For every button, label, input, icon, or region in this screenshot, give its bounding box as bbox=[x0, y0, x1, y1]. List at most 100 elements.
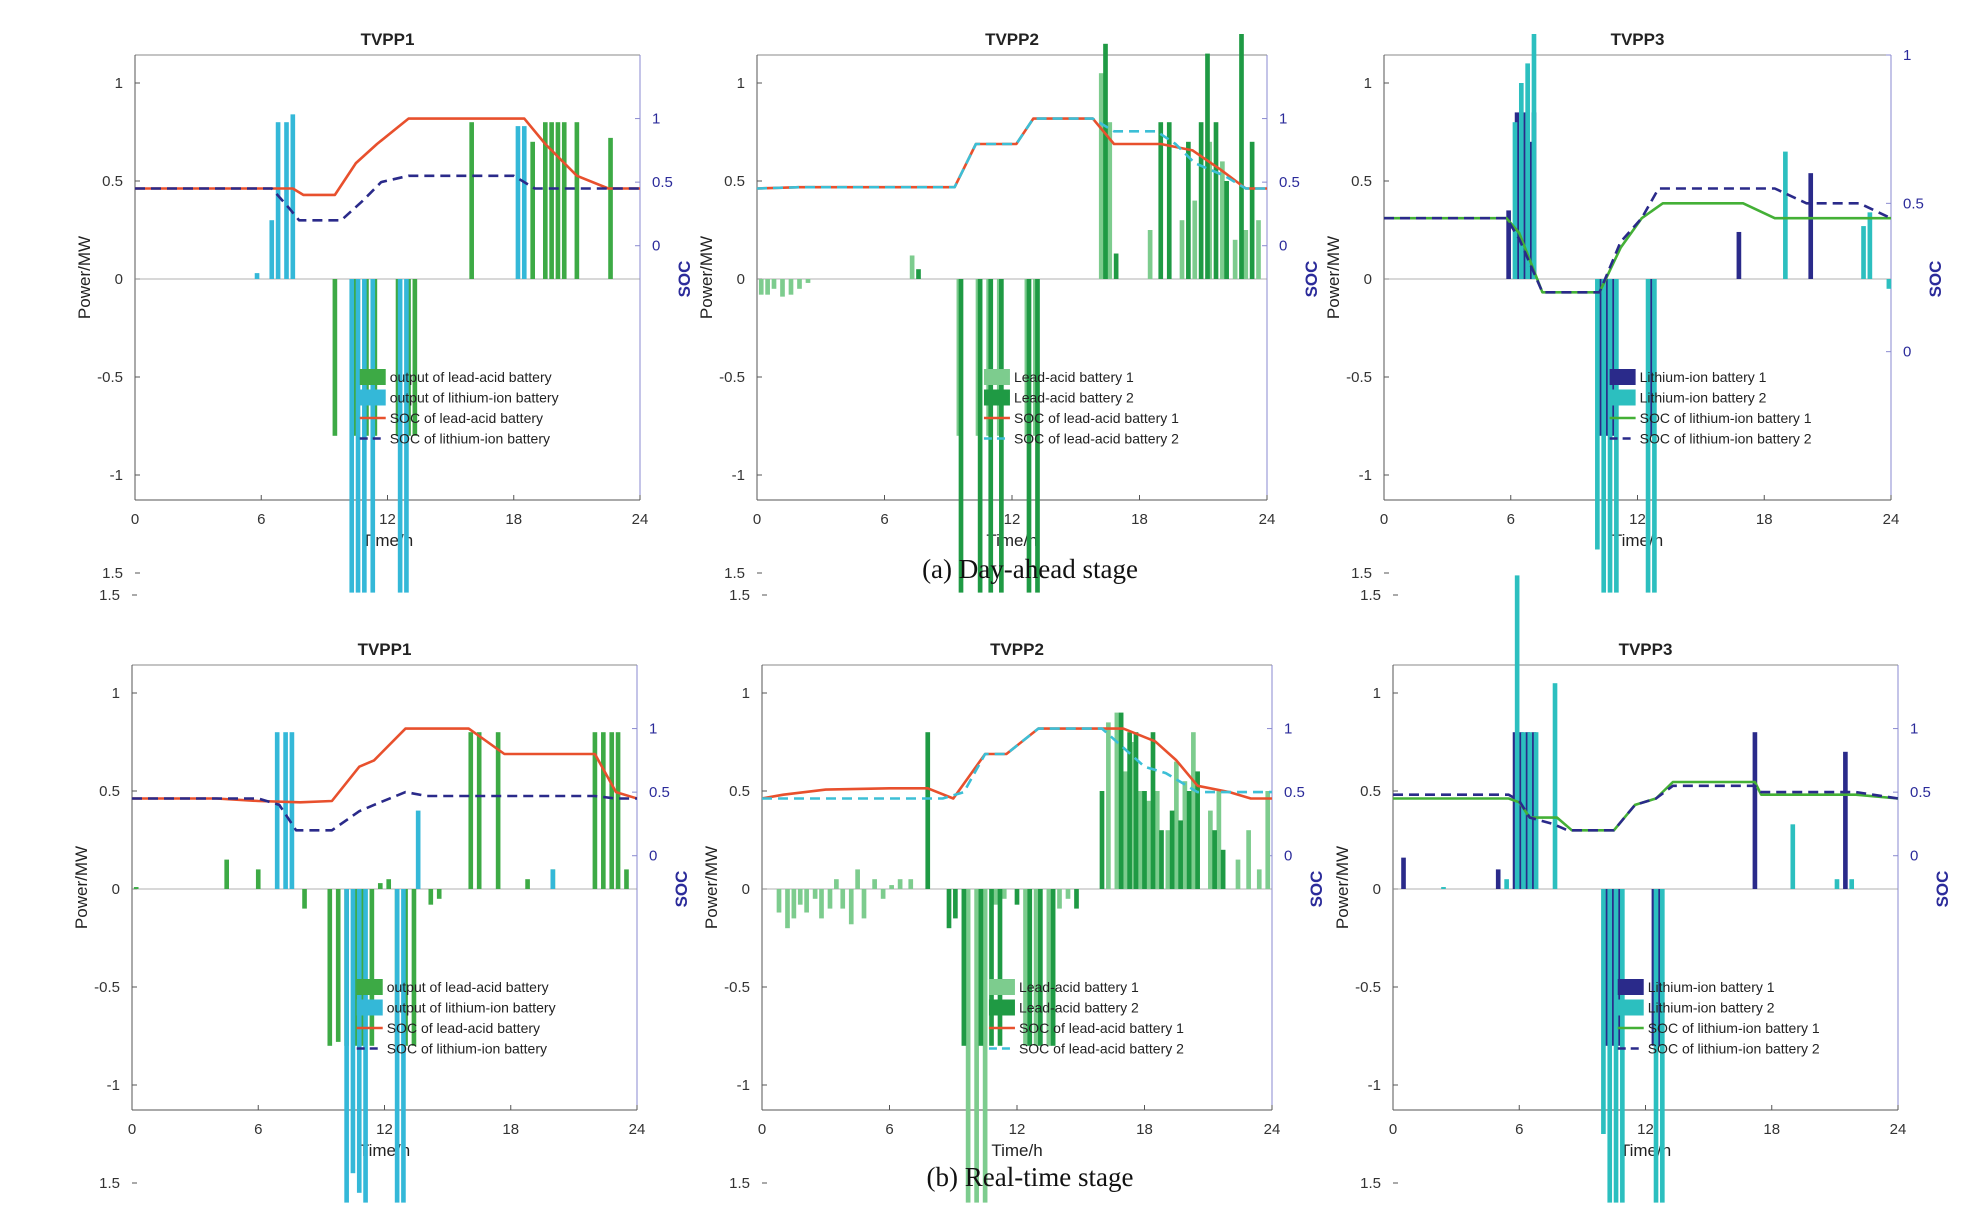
legend-label-2: SOC of lead-acid battery 1 bbox=[1019, 1020, 1184, 1036]
bar-0-41 bbox=[1235, 859, 1241, 889]
bar-1-1 bbox=[946, 889, 952, 929]
legend-swatch-0 bbox=[356, 979, 383, 995]
chart-title: TVPP3 bbox=[1611, 30, 1665, 49]
bar-1-3 bbox=[1531, 34, 1537, 279]
y-tick-label: 1.5 bbox=[99, 587, 120, 604]
bar-0-23 bbox=[601, 732, 606, 889]
bar-1-10 bbox=[1783, 151, 1788, 279]
bar-0-4 bbox=[788, 279, 794, 295]
y-tick-label: 0.5 bbox=[724, 173, 745, 190]
legend-label-3: SOC of lithium-ion battery 2 bbox=[1648, 1041, 1820, 1057]
bar-0-3 bbox=[302, 889, 307, 909]
soc-axis-label: SOC bbox=[1933, 871, 1952, 908]
legend-swatch-1 bbox=[356, 999, 383, 1016]
bar-0-2 bbox=[791, 889, 797, 919]
chart-title: TVPP3 bbox=[1619, 640, 1673, 659]
bar-0-22 bbox=[1001, 889, 1007, 899]
bar-0-7 bbox=[909, 255, 915, 279]
bar-1-10 bbox=[550, 869, 556, 889]
y-tick-label: -0.5 bbox=[1346, 369, 1372, 386]
bar-1-0 bbox=[925, 732, 931, 889]
bar-0-2 bbox=[771, 279, 777, 289]
bar-1-11 bbox=[1074, 889, 1079, 909]
bar-0-37 bbox=[1182, 781, 1188, 889]
bar-0-25 bbox=[615, 732, 621, 889]
bar-0-32 bbox=[1137, 791, 1143, 889]
bar-0-18 bbox=[476, 732, 482, 889]
y-tick-label: 0.5 bbox=[1360, 783, 1381, 800]
bar-1-7 bbox=[362, 279, 367, 593]
y-tick-label: 0.5 bbox=[99, 783, 120, 800]
legend-swatch-0 bbox=[359, 369, 386, 385]
y-tick-label: 0 bbox=[1364, 271, 1372, 288]
x-tick-label: 6 bbox=[254, 1121, 262, 1138]
x-tick-label: 0 bbox=[1389, 1121, 1397, 1138]
x-tick-label: 12 bbox=[1637, 1121, 1654, 1138]
legend-label-3: SOC of lead-acid battery 2 bbox=[1014, 431, 1179, 447]
bar-1-17 bbox=[1249, 141, 1255, 279]
bar-0-12 bbox=[561, 122, 567, 279]
bar-1-0 bbox=[1441, 887, 1446, 889]
bar-1-4 bbox=[350, 889, 356, 1174]
bar-1-3 bbox=[988, 279, 994, 593]
bar-0-44 bbox=[1265, 791, 1271, 889]
legend-label-1: Lithium-ion battery 2 bbox=[1648, 1000, 1775, 1016]
legend-label-1: Lead-acid battery 2 bbox=[1014, 390, 1134, 406]
soc-line-3 bbox=[132, 790, 637, 832]
y-tick-label: 0 bbox=[115, 271, 123, 288]
bar-0-14 bbox=[411, 889, 417, 1046]
bar-0-35 bbox=[1165, 830, 1171, 889]
y2-tick-label: 1 bbox=[1279, 111, 1287, 128]
bar-0-39 bbox=[1208, 810, 1213, 889]
bar-1-7 bbox=[394, 889, 400, 1203]
soc-line-2 bbox=[132, 727, 638, 804]
y-tick-label: -1 bbox=[1368, 1077, 1381, 1094]
y-tick-label: -0.5 bbox=[1355, 979, 1381, 996]
soc-line-3 bbox=[135, 174, 640, 222]
bar-0-20 bbox=[982, 889, 988, 1203]
x-tick-label: 0 bbox=[1380, 511, 1388, 528]
bar-0-0 bbox=[776, 889, 782, 913]
bar-0-4 bbox=[327, 889, 333, 1046]
bar-1-8 bbox=[1607, 889, 1613, 1203]
bar-0-17 bbox=[908, 879, 914, 889]
y-tick-label: 0.5 bbox=[102, 173, 123, 190]
bar-0-36 bbox=[1174, 761, 1179, 889]
bar-1-18 bbox=[1159, 830, 1164, 889]
y2-tick-label: 0 bbox=[1903, 344, 1911, 361]
bar-0-26 bbox=[624, 869, 629, 889]
bar-1-6 bbox=[363, 889, 368, 1203]
bar-0-9 bbox=[1736, 231, 1742, 279]
x-tick-label: 12 bbox=[376, 1121, 393, 1138]
x-tick-label: 24 bbox=[1259, 511, 1276, 528]
y-axis-label: Power/MW bbox=[1333, 846, 1352, 929]
bar-1-2 bbox=[1525, 63, 1530, 280]
y2-tick-label: 0 bbox=[1284, 848, 1292, 865]
bar-0-25 bbox=[1046, 889, 1052, 1046]
bar-0-13 bbox=[872, 879, 877, 889]
bar-0-16 bbox=[436, 889, 442, 899]
y2-tick-label: 1 bbox=[1903, 47, 1911, 64]
bar-0-11 bbox=[555, 122, 561, 279]
x-tick-label: 0 bbox=[131, 511, 139, 528]
bar-0-22 bbox=[592, 732, 598, 889]
y-axis-label: Power/MW bbox=[702, 846, 721, 929]
y2-tick-label: 0.5 bbox=[1910, 784, 1931, 801]
bar-1-0 bbox=[254, 273, 260, 279]
y-axis-label: Power/MW bbox=[697, 236, 716, 319]
bar-0-1 bbox=[1495, 869, 1501, 889]
y-tick-label: -1 bbox=[110, 467, 123, 484]
bar-1-5 bbox=[989, 889, 994, 1046]
bar-1-11 bbox=[1653, 889, 1659, 1203]
x-tick-label: 18 bbox=[1136, 1121, 1153, 1138]
y-tick-label: 1 bbox=[742, 685, 750, 702]
y2-tick-label: 0.5 bbox=[649, 784, 670, 801]
bar-0-11 bbox=[1752, 732, 1758, 889]
legend-label-2: SOC of lead-acid battery bbox=[387, 1020, 540, 1036]
bar-1-12 bbox=[1198, 122, 1204, 279]
bar-0-18 bbox=[1192, 200, 1198, 279]
bar-0-9 bbox=[369, 889, 375, 1046]
bar-0-24 bbox=[1033, 889, 1039, 1046]
